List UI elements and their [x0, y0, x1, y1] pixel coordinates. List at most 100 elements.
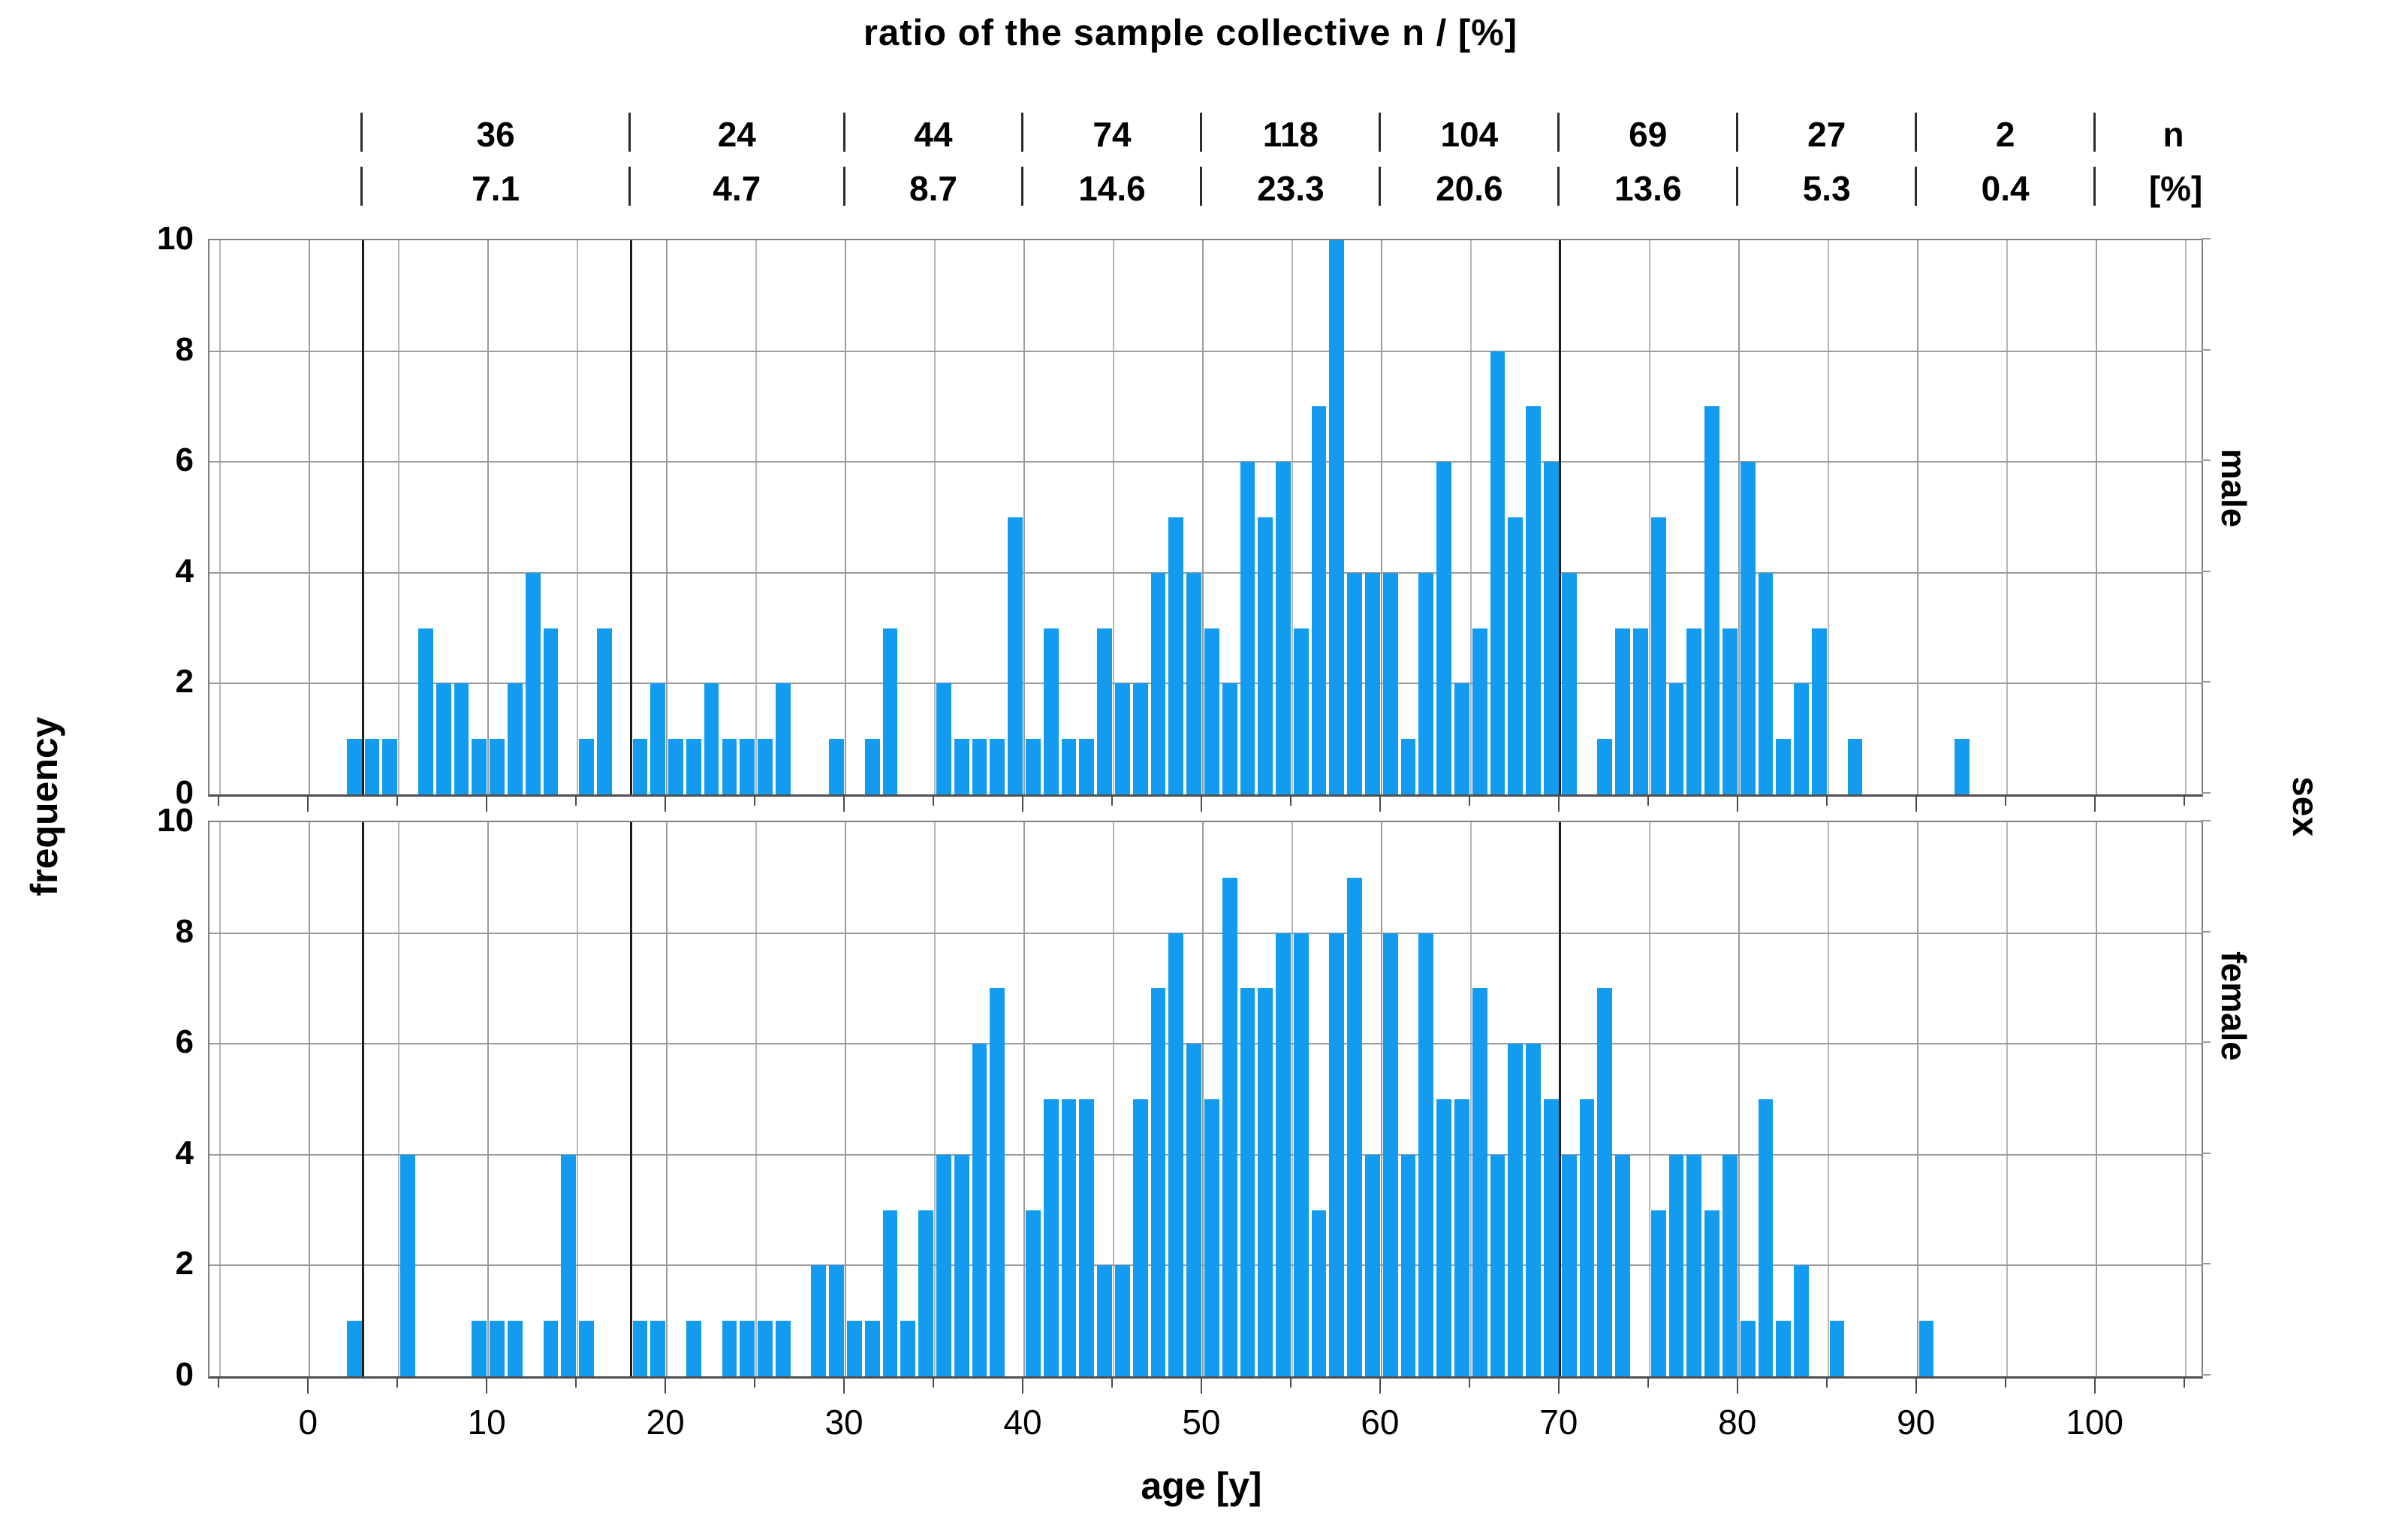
histogram-bar: [1276, 933, 1291, 1376]
x-tick-mark: [1826, 795, 1828, 806]
x-tick-mark: [1915, 1377, 1917, 1394]
histogram-bar: [365, 739, 380, 794]
x-gridline: [1828, 240, 1829, 794]
percent-unit-label: [%]: [2116, 168, 2236, 209]
category-pct-value: 8.7: [858, 168, 1008, 209]
y-tick-label: 2: [104, 1245, 194, 1282]
histogram-bar: [1222, 683, 1237, 794]
x-gridline: [934, 822, 936, 1376]
histogram-bar: [1704, 406, 1719, 794]
histogram-bar: [722, 739, 737, 794]
category-pct-value: 14.6: [1037, 168, 1187, 209]
x-gridline: [1113, 822, 1114, 1376]
x-tick-label: 50: [1156, 1402, 1246, 1442]
histogram-bar: [347, 739, 362, 794]
histogram-bar: [1347, 878, 1362, 1376]
histogram-bar: [1669, 1155, 1684, 1376]
histogram-bar: [1383, 933, 1398, 1376]
chart-title: ratio of the sample collective n / [%]: [0, 12, 2381, 54]
x-tick-label: 0: [263, 1402, 353, 1442]
x-tick-mark: [1737, 1377, 1738, 1394]
y-tick-label: 2: [104, 663, 194, 701]
histogram-bar: [1776, 1321, 1791, 1376]
histogram-bar: [633, 1321, 648, 1376]
histogram-bar: [1741, 1321, 1756, 1376]
x-tick-label: 30: [799, 1402, 889, 1442]
category-pct-value: 5.3: [1752, 168, 1902, 209]
histogram-bar: [1651, 1210, 1666, 1376]
histogram-bar: [1722, 1155, 1738, 1376]
histogram-bar: [1490, 1155, 1505, 1376]
x-tick-mark: [1379, 795, 1381, 812]
x-tick-mark: [1469, 795, 1470, 806]
histogram-bar: [1204, 1099, 1219, 1376]
x-tick-mark: [218, 1377, 219, 1388]
histogram-bar: [490, 739, 505, 794]
x-gridline: [2185, 240, 2187, 794]
histogram-bar: [1044, 628, 1059, 794]
histogram-bar: [668, 739, 683, 794]
category-pct-value: 13.6: [1573, 168, 1723, 209]
histogram-bar: [544, 628, 559, 794]
x-tick-mark: [575, 1377, 577, 1388]
histogram-bar: [936, 1155, 951, 1376]
histogram-bar: [1258, 517, 1273, 794]
histogram-bar: [1026, 739, 1041, 794]
histogram-bar: [1329, 240, 1344, 794]
x-tick-mark: [1915, 795, 1917, 812]
y-gridline: [209, 461, 2202, 463]
histogram-bar: [597, 628, 612, 794]
x-gridline: [1917, 822, 1918, 1376]
histogram-bar: [722, 1321, 737, 1376]
histogram-bar: [954, 739, 969, 794]
histogram-bar: [990, 988, 1005, 1376]
histogram-bar: [1365, 1155, 1380, 1376]
histogram-bar: [508, 683, 523, 794]
category-boundary-dash: [1915, 167, 1917, 206]
category-pct-value: 20.6: [1394, 168, 1545, 209]
y-gridline: [209, 1043, 2202, 1044]
histogram-bar: [436, 683, 451, 794]
y-tick-label: 8: [104, 913, 194, 951]
histogram-bar: [1312, 406, 1327, 794]
histogram-bar: [1454, 1099, 1469, 1376]
x-tick-mark: [575, 795, 577, 806]
histogram-bar: [1133, 1099, 1148, 1376]
histogram-bar: [972, 739, 987, 794]
y-axis-title: frequency: [23, 717, 66, 897]
x-tick-label: 70: [1514, 1402, 1604, 1442]
x-tick-mark: [396, 1377, 398, 1388]
x-gridline: [1649, 822, 1650, 1376]
male-panel-label: male: [2214, 449, 2254, 528]
histogram-bar: [1151, 988, 1166, 1376]
histogram-bar: [1168, 517, 1183, 794]
histogram-bar: [865, 739, 880, 794]
x-gridline: [309, 822, 310, 1376]
y-tick-label: 6: [104, 442, 194, 479]
x-tick-mark: [1290, 795, 1291, 806]
y-gridline: [209, 351, 2202, 352]
histogram-bar: [954, 1155, 969, 1376]
x-tick-mark: [218, 795, 219, 806]
x-gridline: [755, 822, 757, 1376]
x-gridline: [755, 240, 757, 794]
x-tick-mark: [2184, 795, 2185, 806]
category-n-value: 74: [1037, 114, 1187, 155]
histogram-bar: [1794, 1265, 1809, 1376]
category-boundary-dash: [360, 113, 363, 152]
histogram-bar: [936, 683, 951, 794]
x-gridline: [845, 822, 846, 1376]
category-boundary-dash: [843, 167, 845, 206]
histogram-bar: [1615, 628, 1630, 794]
category-pct-value: 0.4: [1930, 168, 2081, 209]
x-axis-title: age [y]: [1104, 1464, 1299, 1508]
x-gridline: [1202, 240, 1204, 794]
histogram-bar: [579, 1321, 594, 1376]
histogram-bar: [1526, 406, 1541, 794]
histogram-bar: [1651, 517, 1666, 794]
histogram-bar: [847, 1321, 862, 1376]
category-pct-value: 4.7: [662, 168, 812, 209]
histogram-bar: [704, 683, 719, 794]
x-tick-label: 40: [978, 1402, 1068, 1442]
histogram-bar: [1562, 1155, 1577, 1376]
